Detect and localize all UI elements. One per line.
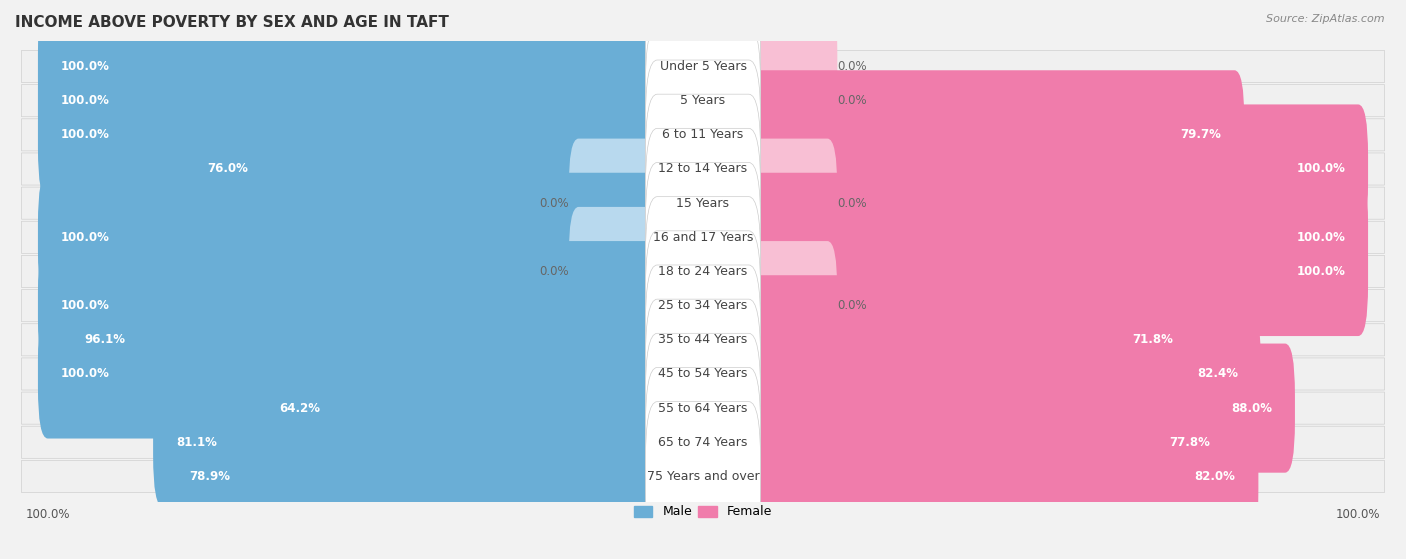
FancyBboxPatch shape	[184, 105, 666, 234]
Legend: Male, Female: Male, Female	[628, 500, 778, 523]
FancyBboxPatch shape	[21, 392, 1385, 424]
FancyBboxPatch shape	[568, 207, 666, 336]
Text: 64.2%: 64.2%	[278, 401, 321, 415]
FancyBboxPatch shape	[740, 2, 838, 131]
Text: 96.1%: 96.1%	[84, 333, 125, 346]
FancyBboxPatch shape	[740, 309, 1261, 438]
FancyBboxPatch shape	[645, 401, 761, 551]
Text: 18 to 24 Years: 18 to 24 Years	[658, 265, 748, 278]
Text: 0.0%: 0.0%	[838, 94, 868, 107]
FancyBboxPatch shape	[645, 231, 761, 381]
Text: 71.8%: 71.8%	[1132, 333, 1173, 346]
FancyBboxPatch shape	[645, 94, 761, 244]
Text: 100.0%: 100.0%	[60, 231, 110, 244]
Text: 100.0%: 100.0%	[1296, 265, 1346, 278]
FancyBboxPatch shape	[38, 36, 666, 165]
FancyBboxPatch shape	[645, 60, 761, 210]
Text: 45 to 54 Years: 45 to 54 Years	[658, 367, 748, 381]
FancyBboxPatch shape	[21, 84, 1385, 117]
FancyBboxPatch shape	[645, 129, 761, 278]
Text: 77.8%: 77.8%	[1168, 436, 1209, 449]
Text: 82.0%: 82.0%	[1195, 470, 1236, 483]
Text: 100.0%: 100.0%	[60, 60, 110, 73]
FancyBboxPatch shape	[645, 197, 761, 346]
FancyBboxPatch shape	[38, 241, 666, 370]
FancyBboxPatch shape	[21, 324, 1385, 356]
Text: Source: ZipAtlas.com: Source: ZipAtlas.com	[1267, 14, 1385, 24]
FancyBboxPatch shape	[740, 70, 1244, 200]
Text: 81.1%: 81.1%	[176, 436, 217, 449]
FancyBboxPatch shape	[740, 173, 1368, 302]
Text: 65 to 74 Years: 65 to 74 Years	[658, 436, 748, 449]
Text: Under 5 Years: Under 5 Years	[659, 60, 747, 73]
FancyBboxPatch shape	[21, 221, 1385, 253]
FancyBboxPatch shape	[740, 207, 1368, 336]
FancyBboxPatch shape	[740, 412, 1258, 541]
FancyBboxPatch shape	[38, 309, 666, 438]
FancyBboxPatch shape	[21, 461, 1385, 492]
Text: 6 to 11 Years: 6 to 11 Years	[662, 129, 744, 141]
FancyBboxPatch shape	[21, 358, 1385, 390]
FancyBboxPatch shape	[21, 426, 1385, 458]
FancyBboxPatch shape	[645, 26, 761, 176]
Text: 79.7%: 79.7%	[1181, 129, 1222, 141]
Text: 0.0%: 0.0%	[538, 265, 568, 278]
Text: 75 Years and over: 75 Years and over	[647, 470, 759, 483]
FancyBboxPatch shape	[166, 412, 666, 541]
FancyBboxPatch shape	[645, 265, 761, 415]
FancyBboxPatch shape	[568, 139, 666, 268]
FancyBboxPatch shape	[21, 153, 1385, 185]
FancyBboxPatch shape	[21, 50, 1385, 83]
Text: INCOME ABOVE POVERTY BY SEX AND AGE IN TAFT: INCOME ABOVE POVERTY BY SEX AND AGE IN T…	[15, 15, 449, 30]
FancyBboxPatch shape	[153, 378, 666, 507]
FancyBboxPatch shape	[740, 36, 838, 165]
Text: 100.0%: 100.0%	[60, 129, 110, 141]
Text: 0.0%: 0.0%	[538, 197, 568, 210]
Text: 100.0%: 100.0%	[60, 299, 110, 312]
FancyBboxPatch shape	[62, 275, 666, 404]
FancyBboxPatch shape	[38, 173, 666, 302]
FancyBboxPatch shape	[21, 290, 1385, 321]
Text: 12 to 14 Years: 12 to 14 Years	[658, 163, 748, 176]
Text: 5 Years: 5 Years	[681, 94, 725, 107]
Text: 25 to 34 Years: 25 to 34 Years	[658, 299, 748, 312]
Text: 100.0%: 100.0%	[60, 94, 110, 107]
FancyBboxPatch shape	[740, 378, 1233, 507]
Text: 82.4%: 82.4%	[1197, 367, 1237, 381]
FancyBboxPatch shape	[38, 70, 666, 200]
FancyBboxPatch shape	[21, 187, 1385, 219]
FancyBboxPatch shape	[21, 255, 1385, 287]
Text: 0.0%: 0.0%	[838, 197, 868, 210]
FancyBboxPatch shape	[645, 367, 761, 517]
Text: 35 to 44 Years: 35 to 44 Years	[658, 333, 748, 346]
FancyBboxPatch shape	[740, 105, 1368, 234]
FancyBboxPatch shape	[740, 241, 838, 370]
Text: 15 Years: 15 Years	[676, 197, 730, 210]
FancyBboxPatch shape	[645, 163, 761, 312]
Text: 100.0%: 100.0%	[1296, 163, 1346, 176]
Text: 0.0%: 0.0%	[838, 299, 868, 312]
FancyBboxPatch shape	[645, 299, 761, 449]
Text: 76.0%: 76.0%	[207, 163, 247, 176]
Text: 88.0%: 88.0%	[1232, 401, 1272, 415]
Text: 78.9%: 78.9%	[190, 470, 231, 483]
Text: 100.0%: 100.0%	[60, 367, 110, 381]
FancyBboxPatch shape	[256, 344, 666, 473]
Text: 55 to 64 Years: 55 to 64 Years	[658, 401, 748, 415]
Text: 100.0%: 100.0%	[1296, 231, 1346, 244]
Text: 16 and 17 Years: 16 and 17 Years	[652, 231, 754, 244]
FancyBboxPatch shape	[645, 0, 761, 141]
FancyBboxPatch shape	[740, 139, 838, 268]
FancyBboxPatch shape	[740, 344, 1295, 473]
FancyBboxPatch shape	[38, 2, 666, 131]
FancyBboxPatch shape	[645, 333, 761, 483]
FancyBboxPatch shape	[21, 119, 1385, 151]
Text: 0.0%: 0.0%	[838, 60, 868, 73]
FancyBboxPatch shape	[740, 275, 1197, 404]
